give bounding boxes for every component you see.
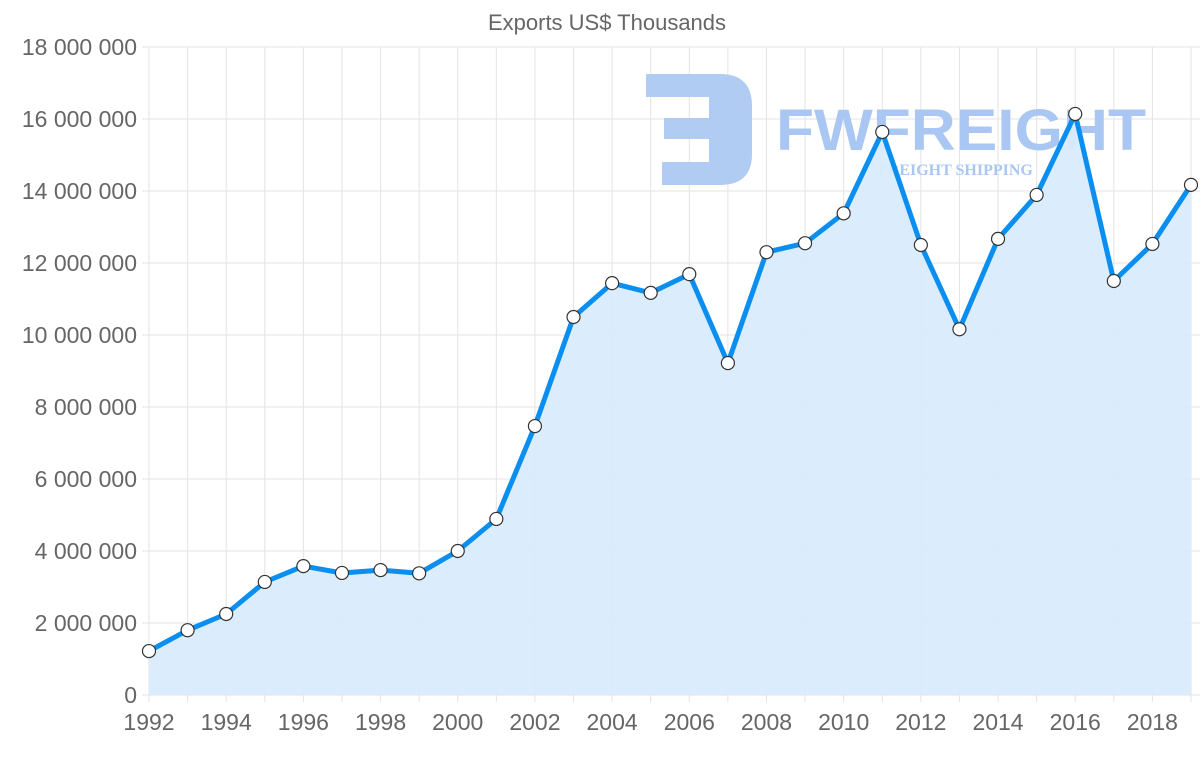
exports-line <box>147 111 1194 654</box>
area-fill <box>149 114 1191 695</box>
data-point[interactable] <box>682 267 697 282</box>
data-point[interactable] <box>373 562 388 578</box>
data-point[interactable] <box>527 418 543 434</box>
x-tick-label: 2008 <box>741 709 792 735</box>
data-point[interactable] <box>257 574 272 590</box>
y-tick-label: 8 000 000 <box>35 394 137 420</box>
data-point[interactable] <box>952 322 967 337</box>
data-point[interactable] <box>759 245 774 260</box>
y-tick-label: 2 000 000 <box>35 610 137 636</box>
fwfreight-watermark: FWFREIGHT FREIGHT SHIPPING <box>646 74 1146 185</box>
data-point[interactable] <box>1068 106 1083 122</box>
x-tick-label: 1998 <box>355 709 406 735</box>
x-axis-labels: 1992 1994 1996 1998 2000 2002 2004 2006 2008 2010… <box>123 709 1178 735</box>
x-tick-label: 2016 <box>1050 709 1101 735</box>
x-tick-label: 1992 <box>123 709 174 735</box>
y-tick-label: 14 000 000 <box>22 178 137 204</box>
data-point[interactable] <box>875 124 890 140</box>
data-point[interactable] <box>1145 236 1160 252</box>
data-point[interactable] <box>1106 273 1121 289</box>
x-tick-label: 2014 <box>972 709 1023 735</box>
data-point[interactable] <box>180 623 195 638</box>
data-point[interactable] <box>141 643 157 659</box>
data-point[interactable] <box>720 355 735 371</box>
x-tick-label: 2018 <box>1127 709 1178 735</box>
y-tick-label: 6 000 000 <box>35 466 137 492</box>
data-point[interactable] <box>219 606 234 622</box>
y-tick-label: 16 000 000 <box>22 106 137 132</box>
data-point[interactable] <box>1183 177 1199 192</box>
y-tick-label: 10 000 000 <box>22 322 137 348</box>
fwfreight-logo-icon <box>646 74 752 185</box>
exports-series <box>141 106 1199 695</box>
data-point[interactable] <box>489 511 504 527</box>
watermark-tagline: FREIGHT SHIPPING <box>878 162 1033 179</box>
data-point[interactable] <box>450 543 465 559</box>
watermark-brand: FWFREIGHT <box>776 98 1146 163</box>
x-tick-label: 2004 <box>587 709 638 735</box>
x-tick-label: 2000 <box>432 709 483 735</box>
data-point[interactable] <box>797 236 813 251</box>
x-tick-label: 2002 <box>509 709 560 735</box>
x-tick-label: 2006 <box>664 709 715 735</box>
y-tick-label: 12 000 000 <box>22 250 137 276</box>
chart-title: Exports US$ Thousands <box>488 10 726 35</box>
data-point[interactable] <box>296 559 311 574</box>
x-tick-label: 2012 <box>895 709 946 735</box>
data-point[interactable] <box>836 206 851 221</box>
y-axis-labels: 0 2 000 000 4 000 000 6 000 000 8 000 000 10 … <box>22 34 137 708</box>
y-tick-label: 0 <box>124 682 137 708</box>
x-tick-label: 1994 <box>201 709 252 735</box>
data-point[interactable] <box>913 237 928 253</box>
y-tick-label: 4 000 000 <box>35 538 137 564</box>
data-point[interactable] <box>1029 187 1044 203</box>
x-tick-label: 2010 <box>818 709 869 735</box>
data-point[interactable] <box>990 231 1006 246</box>
data-point[interactable] <box>412 566 427 581</box>
y-tick-label: 18 000 000 <box>22 34 137 60</box>
data-point[interactable] <box>566 309 581 325</box>
data-point[interactable] <box>605 276 620 291</box>
data-point[interactable] <box>334 565 350 581</box>
data-point[interactable] <box>643 285 658 300</box>
x-tick-label: 1996 <box>278 709 329 735</box>
